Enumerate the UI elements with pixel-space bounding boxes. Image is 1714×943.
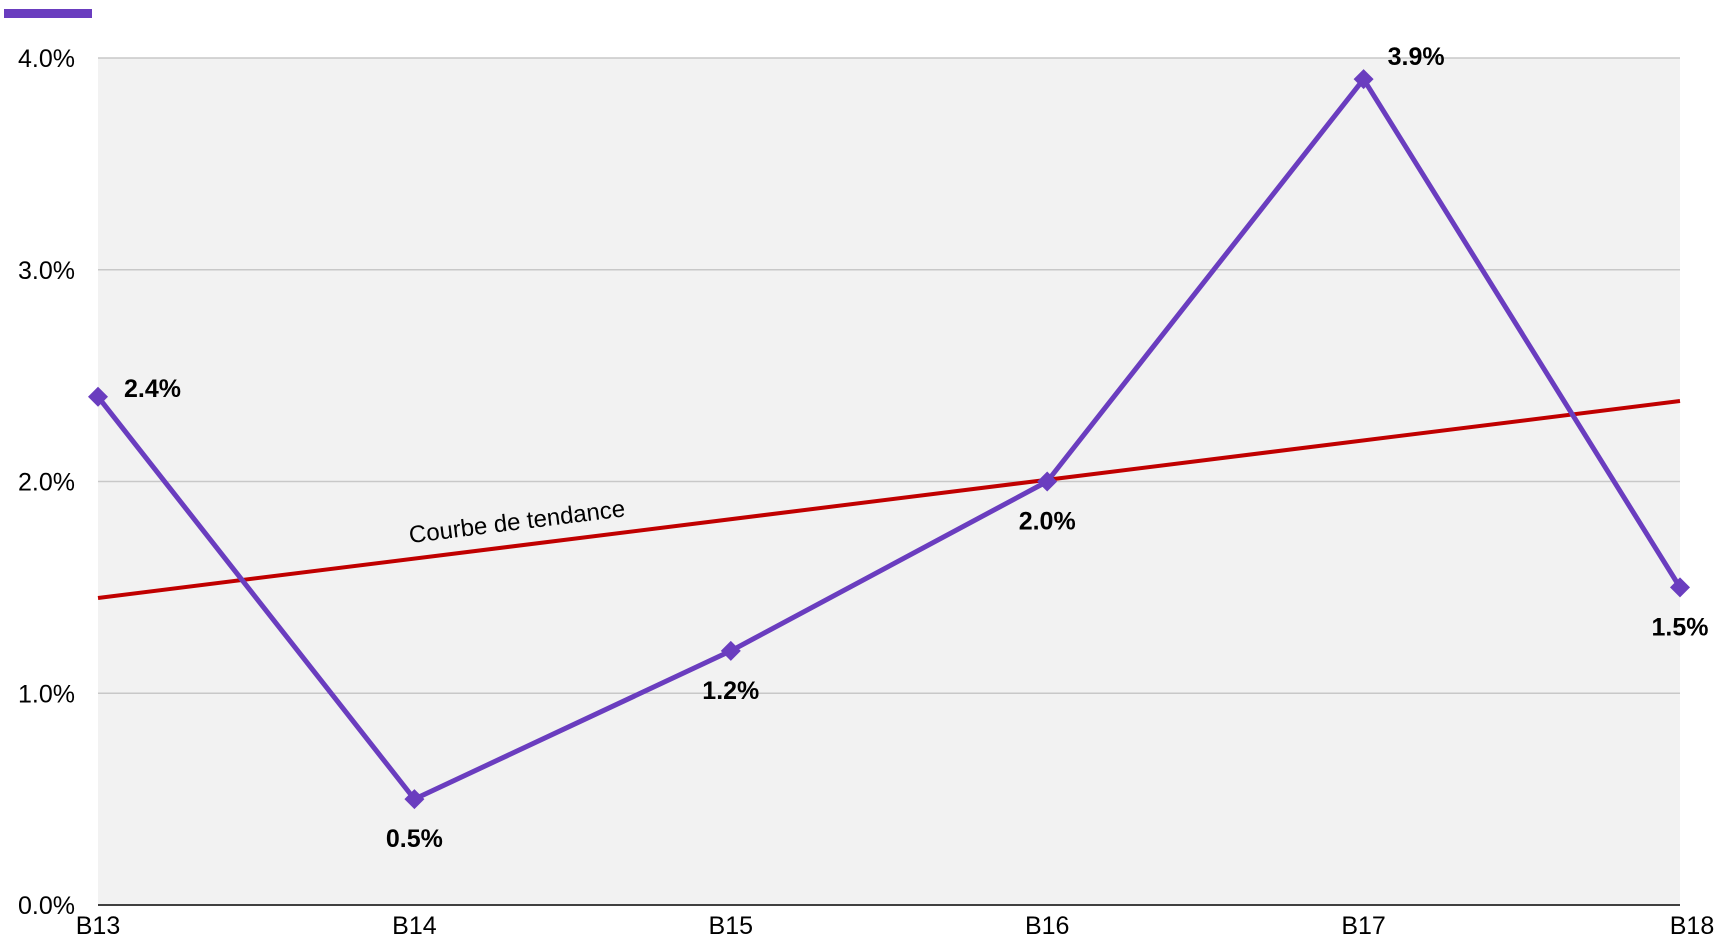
x-tick-label: B13 [76, 912, 120, 940]
y-tick-labels: 0.0% 1.0% 2.0% 3.0% 4.0% [18, 45, 75, 920]
data-label: 0.5% [386, 825, 443, 853]
x-tick-label: B15 [709, 912, 753, 940]
x-tick-label: B14 [392, 912, 437, 940]
data-label: 3.9% [1388, 43, 1445, 71]
y-tick-label: 1.0% [18, 680, 75, 708]
y-tick-label: 2.0% [18, 469, 75, 497]
legend-series-swatch [4, 9, 92, 18]
data-label: 2.4% [124, 375, 181, 403]
x-tick-label: B18 [1670, 912, 1714, 940]
y-tick-label: 4.0% [18, 45, 75, 73]
y-tick-label: 0.0% [18, 892, 75, 920]
data-label: 1.2% [702, 677, 759, 705]
data-label: 2.0% [1019, 508, 1076, 536]
y-tick-label: 3.0% [18, 257, 75, 285]
x-tick-label: B17 [1341, 912, 1385, 940]
x-tick-label: B16 [1025, 912, 1069, 940]
data-label: 1.5% [1652, 613, 1709, 641]
x-tick-labels: B13 B14 B15 B16 B17 B18 [76, 912, 1714, 940]
